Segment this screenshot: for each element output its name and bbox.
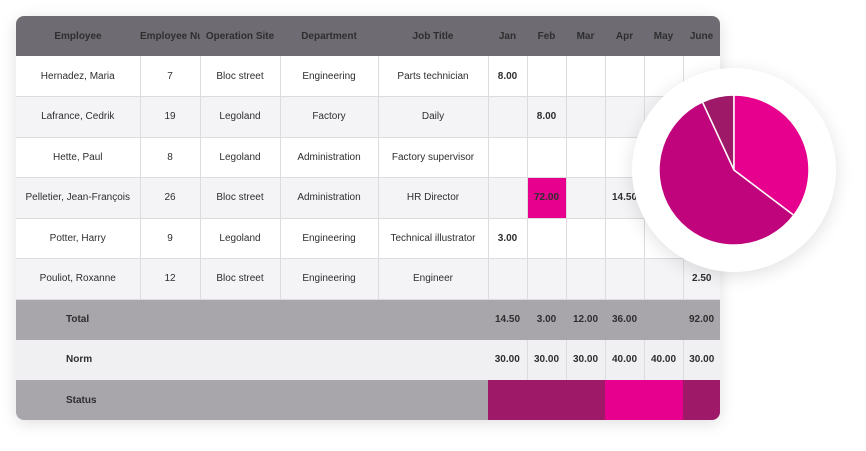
col-header-jan[interactable]: Jan	[488, 16, 527, 56]
cell-feb[interactable]	[527, 218, 567, 259]
total-june: 92.00	[683, 299, 720, 340]
timesheet-card: Employee Employee Number Operation Site …	[16, 16, 720, 420]
cell-operation-site[interactable]: Legoland	[200, 137, 281, 178]
cell-employee-number[interactable]: 7	[140, 56, 201, 97]
cell-job-title[interactable]: Factory supervisor	[378, 137, 489, 178]
cell-mar[interactable]	[566, 177, 606, 219]
cell-employee[interactable]: Hernadez, Maria	[16, 56, 141, 97]
cell-operation-site[interactable]: Bloc street	[200, 258, 281, 300]
pie-chart-card	[632, 68, 836, 272]
cell-employee-number[interactable]: 12	[140, 258, 201, 300]
pie-slice-main	[658, 100, 795, 246]
norm-feb: 30.00	[527, 339, 567, 380]
cell-may[interactable]	[644, 258, 684, 300]
total-feb: 3.00	[527, 299, 566, 340]
cell-job-title[interactable]: Technical illustrator	[378, 218, 489, 259]
cell-mar[interactable]	[566, 258, 606, 300]
col-header-feb[interactable]: Feb	[527, 16, 566, 56]
cell-department[interactable]: Administration	[280, 177, 379, 219]
status-bar-dark-june	[683, 380, 720, 420]
status-bar-pink	[605, 380, 683, 420]
status-bar-dark	[488, 380, 605, 420]
norm-row: Norm 30.00 30.00 30.00 40.00 40.00 30.00	[16, 339, 720, 380]
total-may	[644, 299, 683, 340]
total-apr: 36.00	[605, 299, 644, 340]
cell-mar[interactable]	[566, 96, 606, 138]
table-row[interactable]: Pelletier, Jean-François 26 Bloc street …	[16, 177, 720, 219]
cell-jan[interactable]	[488, 258, 528, 300]
cell-jan[interactable]	[488, 177, 528, 219]
pie-chart	[658, 94, 810, 246]
cell-employee[interactable]: Potter, Harry	[16, 218, 141, 259]
total-jan: 14.50	[488, 299, 527, 340]
cell-department[interactable]: Engineering	[280, 258, 379, 300]
cell-job-title[interactable]: HR Director	[378, 177, 489, 219]
total-row: Total 14.50 3.00 12.00 36.00 92.00	[16, 299, 720, 340]
cell-employee-number[interactable]: 8	[140, 137, 201, 178]
cell-operation-site[interactable]: Bloc street	[200, 56, 281, 97]
norm-may: 40.00	[644, 339, 684, 380]
cell-jan[interactable]: 3.00	[488, 218, 528, 259]
cell-job-title[interactable]: Parts technician	[378, 56, 489, 97]
cell-department[interactable]: Factory	[280, 96, 379, 138]
cell-apr[interactable]	[605, 218, 645, 259]
cell-operation-site[interactable]: Bloc street	[200, 177, 281, 219]
table-row[interactable]: Hernadez, Maria 7 Bloc street Engineerin…	[16, 56, 720, 97]
norm-june: 30.00	[683, 339, 720, 380]
norm-jan: 30.00	[488, 339, 528, 380]
col-header-job-title[interactable]: Job Title	[378, 16, 488, 56]
table-row[interactable]: Pouliot, Roxanne 12 Bloc street Engineer…	[16, 258, 720, 300]
total-mar: 12.00	[566, 299, 605, 340]
pie-slice-pink	[733, 94, 810, 217]
cell-apr[interactable]	[605, 56, 645, 97]
cell-job-title[interactable]: Daily	[378, 96, 489, 138]
cell-feb[interactable]: 8.00	[527, 96, 567, 138]
cell-apr[interactable]	[605, 258, 645, 300]
norm-mar: 30.00	[566, 339, 606, 380]
cell-employee-number[interactable]: 26	[140, 177, 201, 219]
cell-department[interactable]: Engineering	[280, 218, 379, 259]
cell-employee[interactable]: Pouliot, Roxanne	[16, 258, 141, 300]
col-header-june[interactable]: June	[683, 16, 720, 56]
cell-employee[interactable]: Hette, Paul	[16, 137, 141, 178]
cell-jan[interactable]: 8.00	[488, 56, 528, 97]
status-row: Status	[16, 380, 720, 420]
cell-department[interactable]: Engineering	[280, 56, 379, 97]
table-row[interactable]: Lafrance, Cedrik 19 Legoland Factory Dai…	[16, 96, 720, 138]
cell-department[interactable]: Administration	[280, 137, 379, 178]
table-row[interactable]: Potter, Harry 9 Legoland Engineering Tec…	[16, 218, 720, 259]
timesheet-table: Employee Employee Number Operation Site …	[16, 16, 720, 420]
col-header-mar[interactable]: Mar	[566, 16, 605, 56]
col-header-may[interactable]: May	[644, 16, 683, 56]
cell-jan[interactable]	[488, 96, 528, 138]
cell-employee-number[interactable]: 19	[140, 96, 201, 138]
cell-feb[interactable]	[527, 56, 567, 97]
table-row[interactable]: Hette, Paul 8 Legoland Administration Fa…	[16, 137, 720, 178]
cell-employee-number[interactable]: 9	[140, 218, 201, 259]
cell-apr[interactable]	[605, 96, 645, 138]
norm-apr: 40.00	[605, 339, 645, 380]
cell-mar[interactable]	[566, 137, 606, 178]
cell-jan[interactable]	[488, 137, 528, 178]
col-header-employee-number[interactable]: Employee Number	[140, 16, 200, 56]
cell-operation-site[interactable]: Legoland	[200, 218, 281, 259]
cell-feb[interactable]	[527, 258, 567, 300]
cell-job-title[interactable]: Engineer	[378, 258, 489, 300]
cell-mar[interactable]	[566, 218, 606, 259]
col-header-department[interactable]: Department	[280, 16, 378, 56]
cell-employee[interactable]: Pelletier, Jean-François	[16, 177, 141, 219]
cell-operation-site[interactable]: Legoland	[200, 96, 281, 138]
status-label: Status	[16, 380, 488, 420]
header-row: Employee Employee Number Operation Site …	[16, 16, 720, 56]
cell-feb[interactable]	[527, 137, 567, 178]
norm-label: Norm	[16, 339, 488, 380]
col-header-employee[interactable]: Employee	[16, 16, 140, 56]
col-header-operation-site[interactable]: Operation Site	[200, 16, 280, 56]
cell-employee[interactable]: Lafrance, Cedrik	[16, 96, 141, 138]
total-label: Total	[16, 299, 488, 340]
cell-feb-highlighted[interactable]: 72.00	[527, 177, 567, 219]
cell-mar[interactable]	[566, 56, 606, 97]
col-header-apr[interactable]: Apr	[605, 16, 644, 56]
